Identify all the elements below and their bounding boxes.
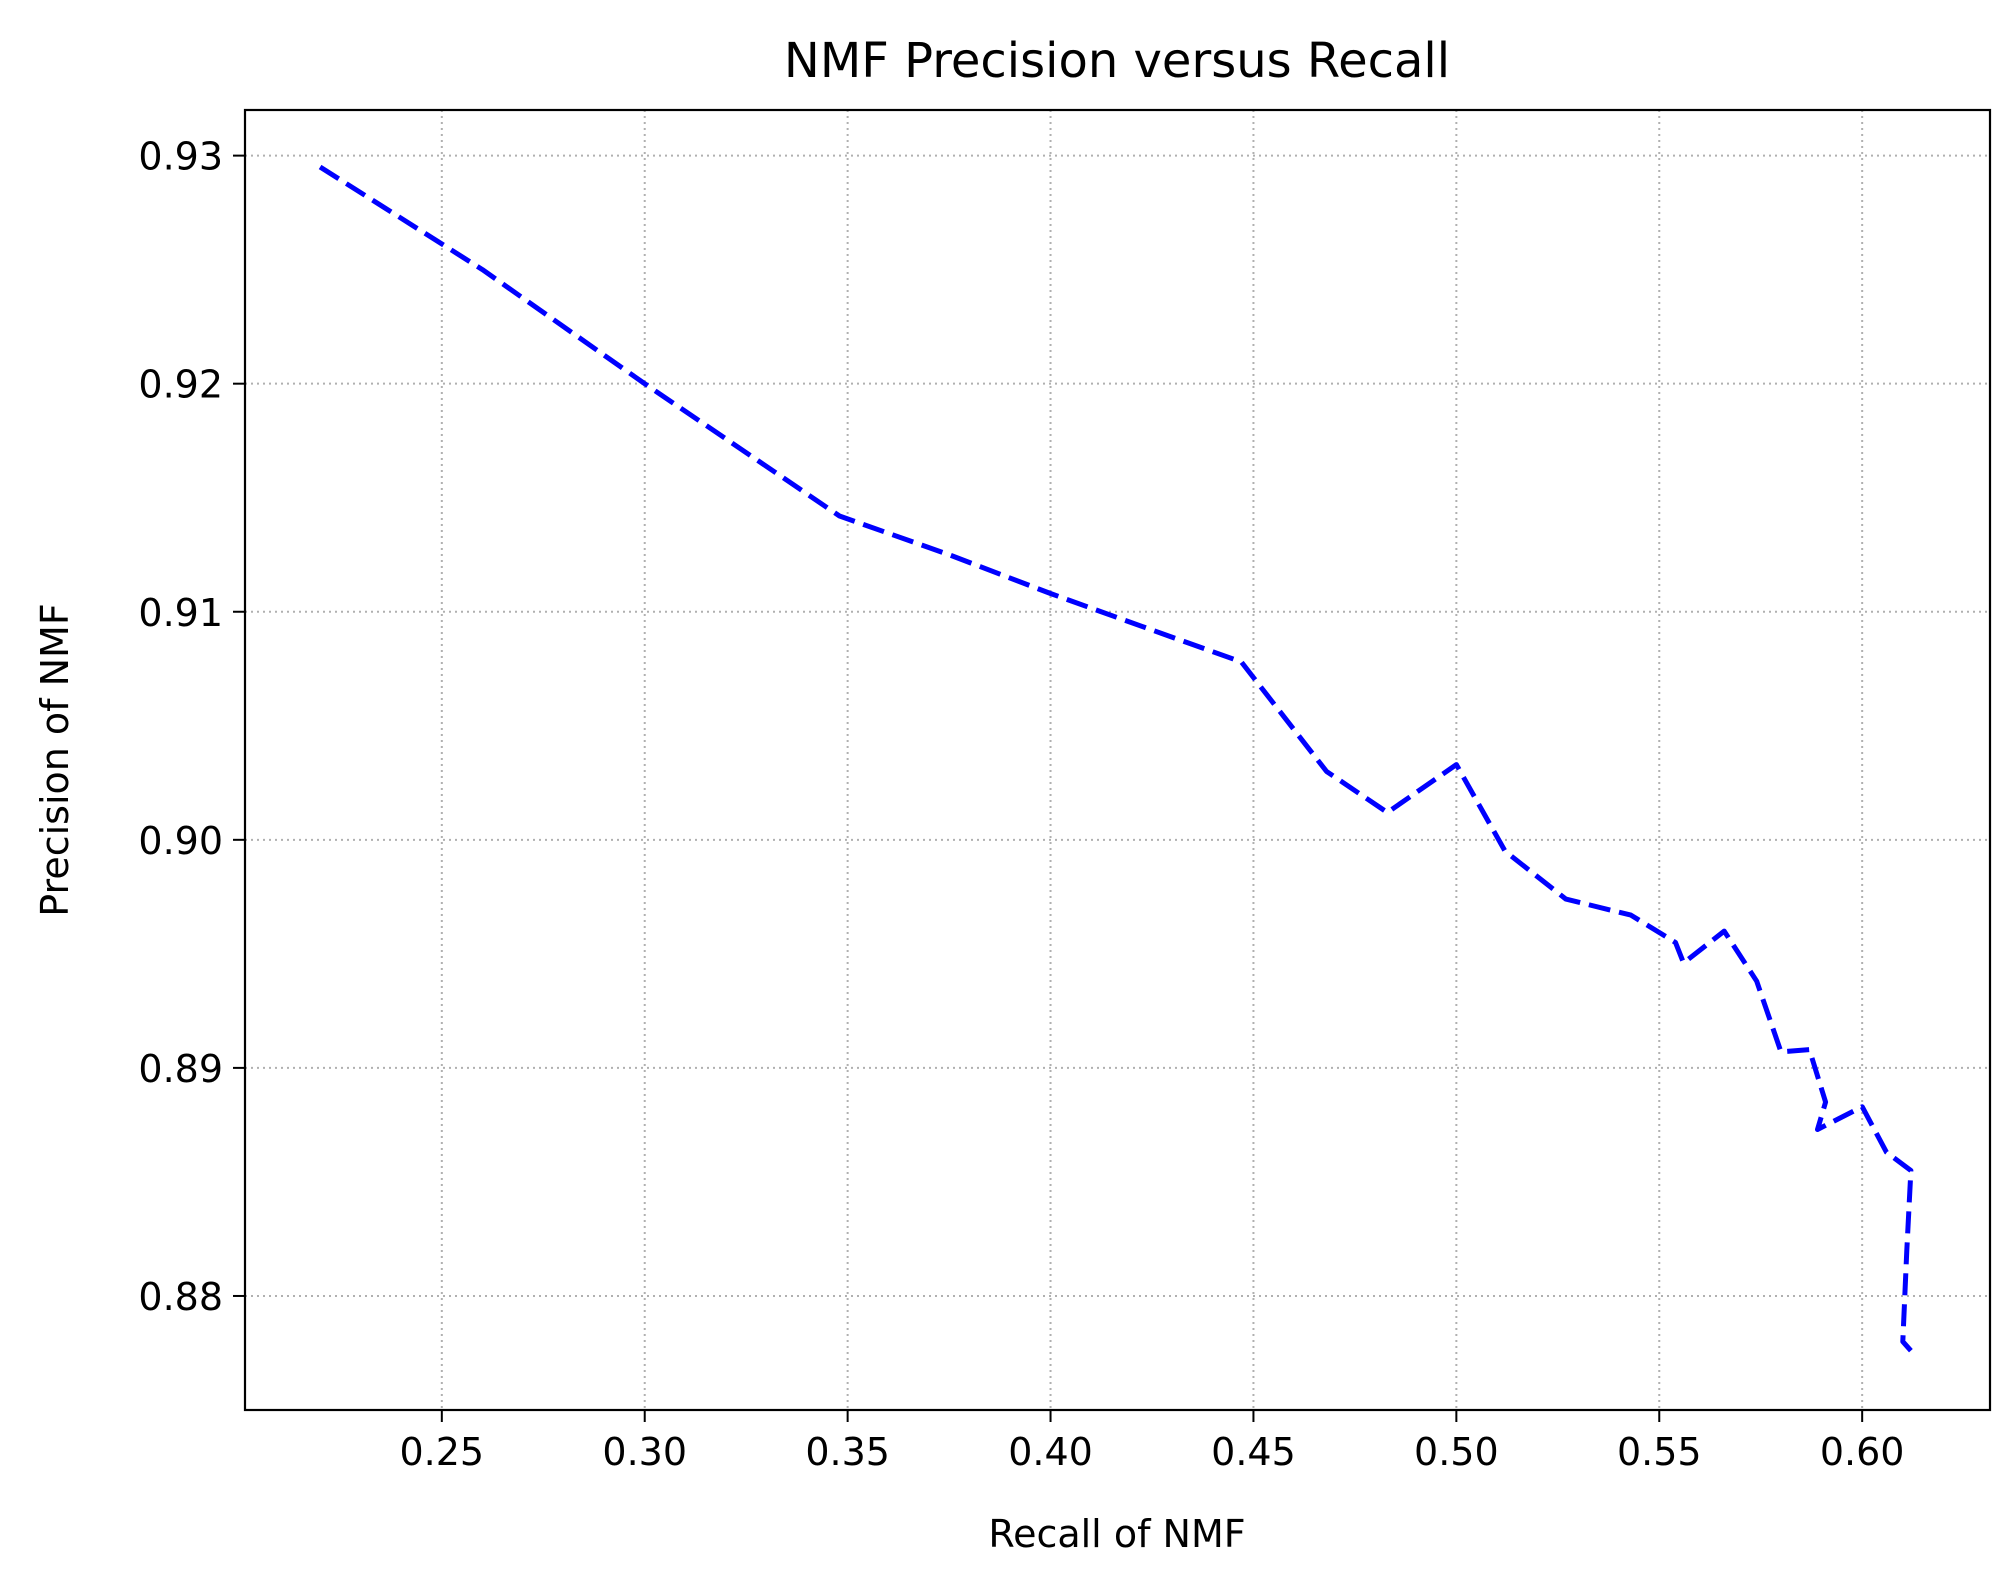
y-tick-label: 0.92 (138, 363, 223, 407)
x-tick-label: 0.50 (1414, 1430, 1499, 1474)
y-axis-label: Precision of NMF (33, 603, 77, 916)
x-tick-label: 0.25 (400, 1430, 485, 1474)
plot-frame (243, 108, 1992, 1412)
x-tick-label: 0.55 (1617, 1430, 1702, 1474)
x-tick-label: 0.45 (1211, 1430, 1296, 1474)
y-tick-label: 0.90 (138, 819, 223, 863)
x-axis-label: Recall of NMF (988, 1512, 1245, 1556)
y-tick-label: 0.93 (138, 135, 223, 179)
y-tick-label: 0.88 (138, 1275, 223, 1319)
y-tick-label: 0.91 (138, 591, 223, 635)
y-tick-label: 0.89 (138, 1047, 223, 1091)
chart-title: NMF Precision versus Recall (784, 33, 1450, 89)
x-tick-label: 0.35 (805, 1430, 890, 1474)
x-tick-label: 0.60 (1820, 1430, 1905, 1474)
series-line-0 (318, 164, 1914, 1353)
x-tick-label: 0.40 (1008, 1430, 1093, 1474)
x-tick-label: 0.30 (602, 1430, 687, 1474)
